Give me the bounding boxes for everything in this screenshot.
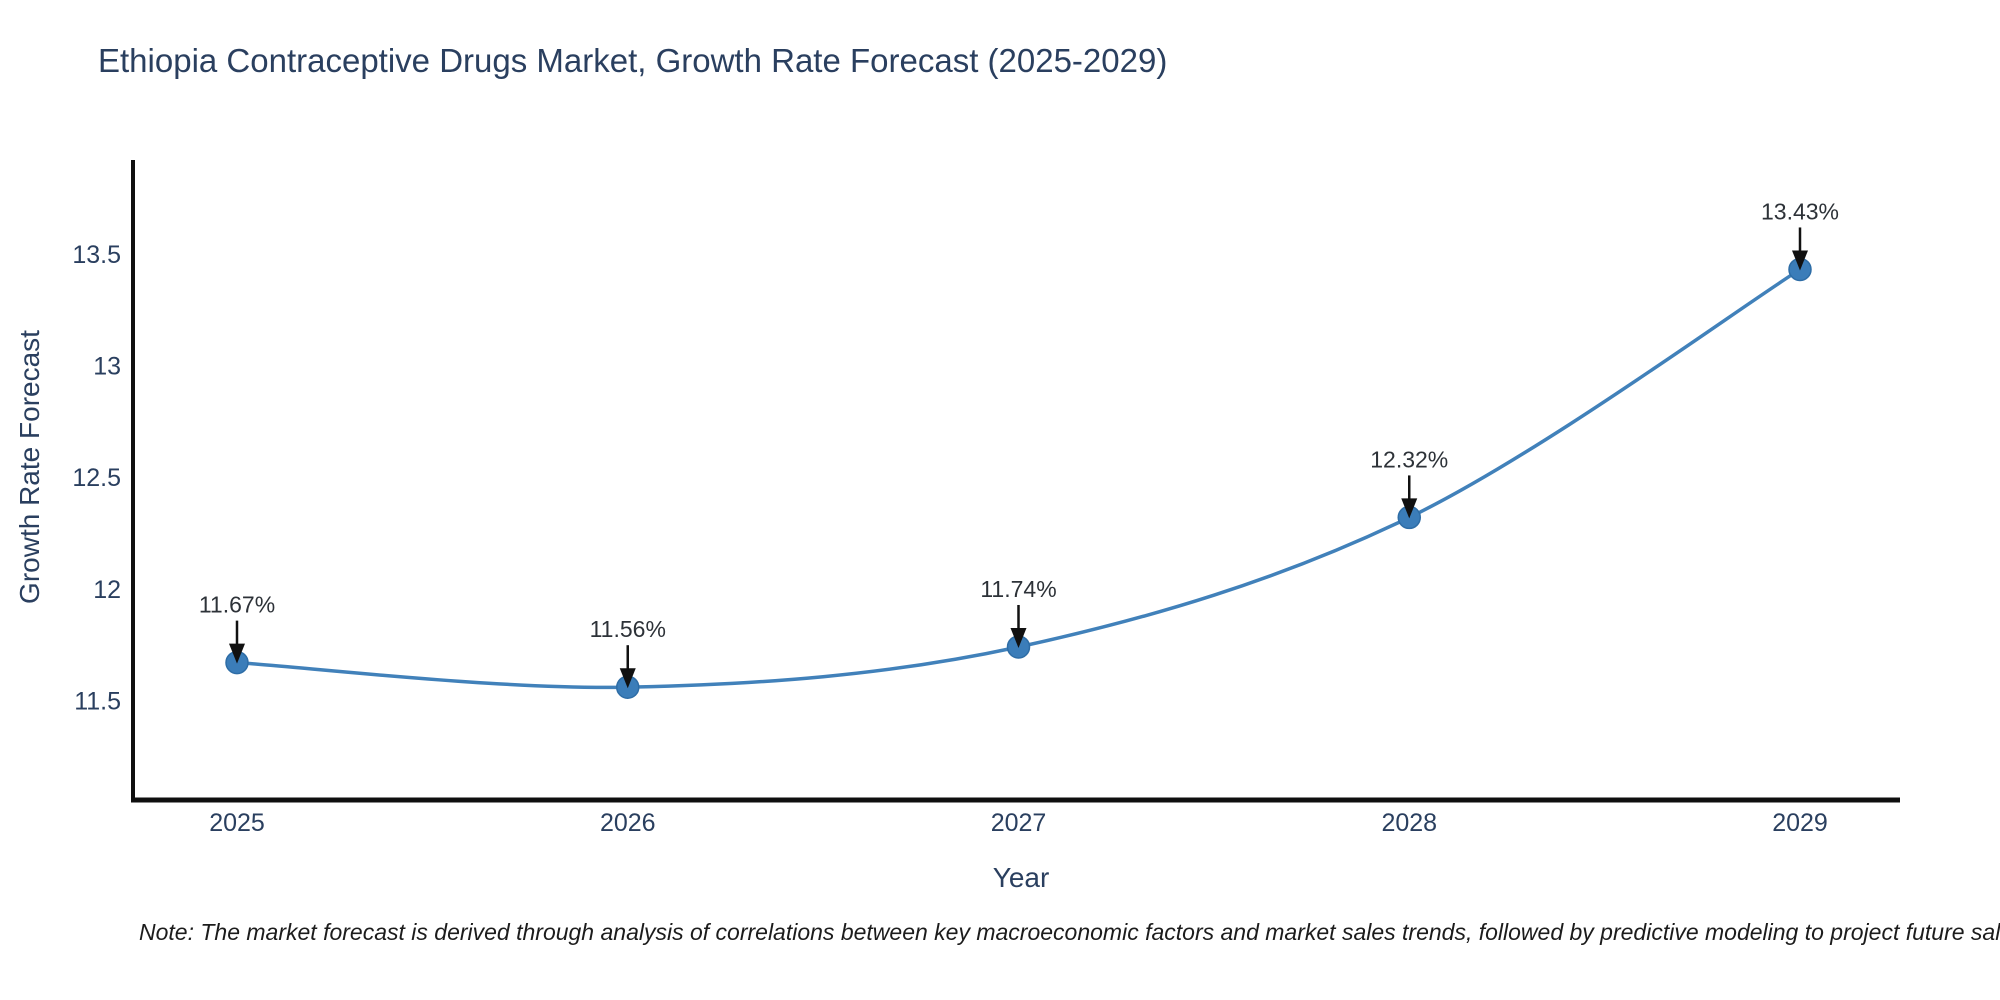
footnote: Note: The market forecast is derived thr… — [139, 919, 2000, 945]
y-tick-label: 13.5 — [72, 241, 121, 269]
y-tick-label: 12 — [93, 576, 121, 604]
y-axis-title: Growth Rate Forecast — [14, 330, 45, 604]
annotation-arrowhead — [1401, 498, 1418, 519]
x-tick-label: 2026 — [600, 809, 656, 837]
annotation-arrowhead — [619, 668, 636, 689]
y-tick-label: 13 — [93, 353, 121, 381]
annotation-arrowhead — [1792, 250, 1808, 271]
x-tick-label: 2027 — [991, 809, 1047, 837]
x-tick-label: 2025 — [209, 809, 265, 837]
x-tick-label: 2028 — [1381, 809, 1437, 837]
annotation-arrowhead — [1010, 627, 1027, 648]
chart-title: Ethiopia Contraceptive Drugs Market, Gro… — [98, 42, 1168, 79]
annotation-label: 11.67% — [199, 592, 275, 618]
y-tick-label: 12.5 — [72, 464, 121, 492]
x-tick-label: 2029 — [1772, 809, 1828, 837]
annotation-label: 11.74% — [980, 576, 1056, 602]
annotation-label: 13.43% — [1761, 198, 1839, 224]
annotation-label: 11.56% — [590, 616, 666, 642]
annotation-arrowhead — [229, 643, 245, 664]
x-axis-title: Year — [992, 862, 1050, 893]
y-tick-label: 11.5 — [74, 688, 121, 716]
annotation-label: 12.32% — [1370, 446, 1448, 472]
